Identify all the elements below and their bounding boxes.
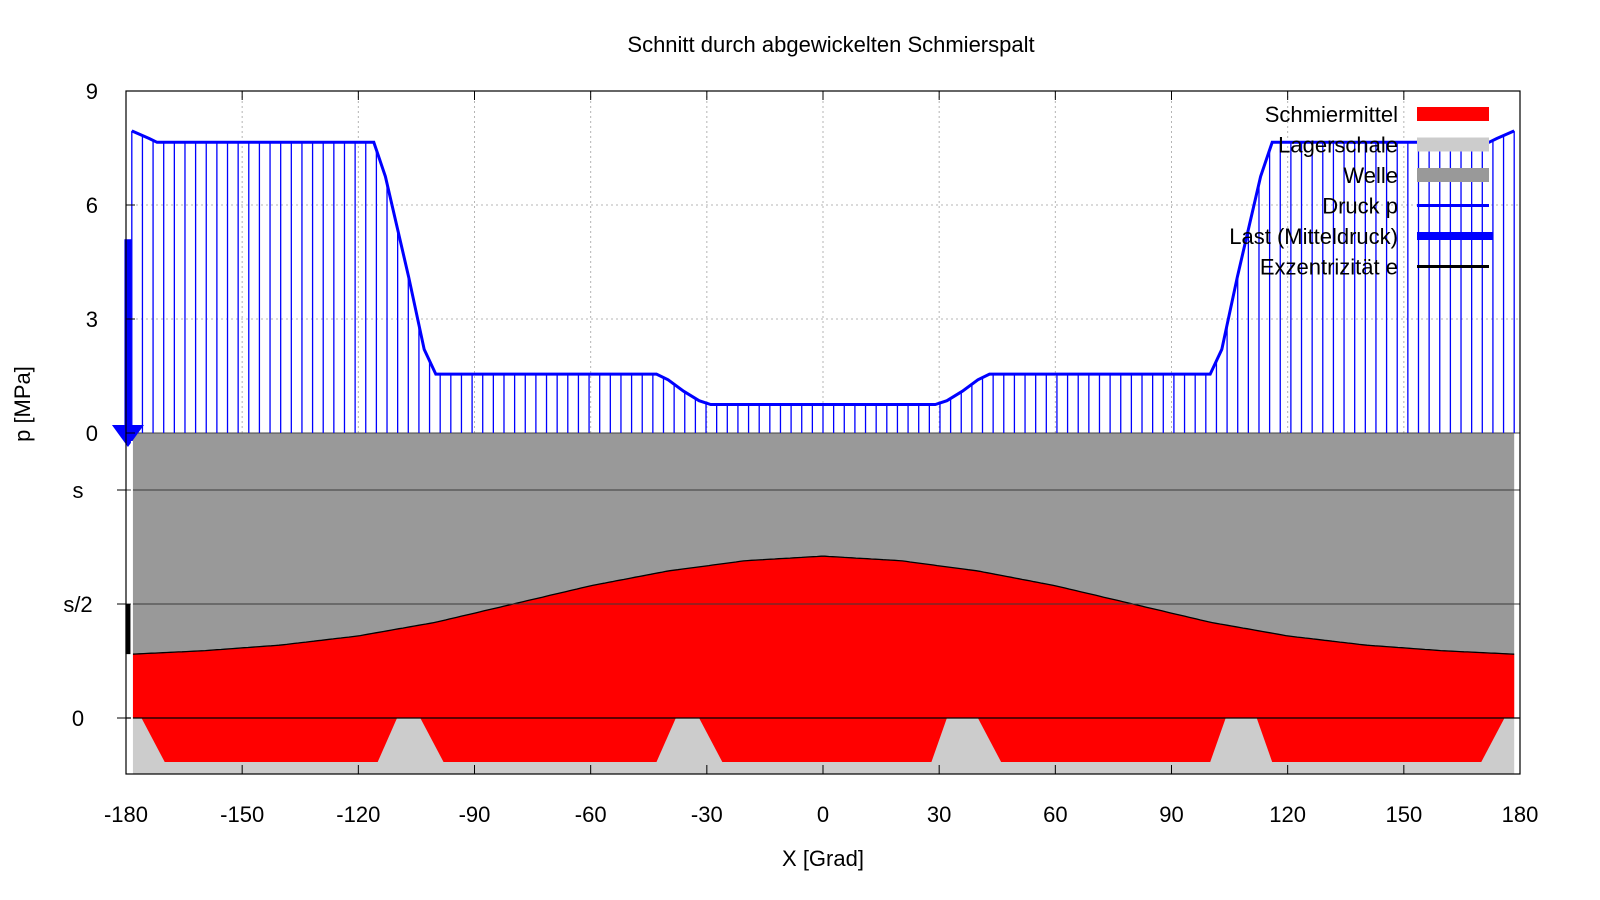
x-tick-label: -60 (575, 802, 607, 827)
x-tick-label: -120 (336, 802, 380, 827)
lubricant-pocket (977, 718, 1226, 762)
lubricant-pocket (141, 718, 398, 762)
legend-label: Schmiermittel (1265, 102, 1398, 127)
x-tick-label: -90 (459, 802, 491, 827)
x-tick-label: 30 (927, 802, 951, 827)
gap-tick-label: s (73, 478, 84, 503)
x-tick-label: -180 (104, 802, 148, 827)
x-tick-label: 90 (1159, 802, 1183, 827)
gap-tick-label: 0 (72, 706, 84, 731)
y-tick-label: 0 (86, 421, 98, 446)
legend-swatch (1417, 168, 1489, 182)
pressure-curve (131, 129, 1515, 406)
chart-title: Schnitt durch abgewickelten Schmierspalt (627, 32, 1034, 57)
x-tick-label: 180 (1502, 802, 1539, 827)
film-thickness-curve (131, 555, 1515, 655)
x-tick-label: -30 (691, 802, 723, 827)
y-tick-label: 9 (86, 79, 98, 104)
lubricant-pocket (420, 718, 676, 762)
gap-section (126, 432, 1520, 774)
legend: Schmiermittel Lagerschale Welle Druck p Last… (1229, 102, 1493, 280)
legend-label: Lagerschale (1278, 133, 1398, 158)
x-tick-label: -150 (220, 802, 264, 827)
y-tick-label: 6 (86, 193, 98, 218)
lubricant-pocket (1256, 718, 1505, 762)
x-tick-label: 150 (1385, 802, 1422, 827)
x-axis-label: X [Grad] (782, 846, 864, 871)
lubricant-pocket (699, 718, 947, 762)
pressure-plot (111, 129, 1515, 774)
x-tick-label: 0 (817, 802, 829, 827)
load-arrow-head (111, 425, 144, 447)
x-tick-label: 120 (1269, 802, 1306, 827)
x-tick-label: 60 (1043, 802, 1067, 827)
legend-label: Last (Mitteldruck) (1229, 224, 1398, 249)
y-axis-label: p [MPa] (10, 366, 35, 442)
legend-label: Druck p (1322, 194, 1398, 219)
legend-swatch (1417, 137, 1489, 152)
axes: -180 -150 -120 -90 -60 -30 0 30 60 90 120 150 180036… (63, 79, 1538, 827)
legend-swatch (1417, 107, 1489, 121)
legend-label: Exzentrizität e (1260, 255, 1398, 280)
legend-label: Welle (1343, 163, 1398, 188)
y-tick-label: 3 (86, 307, 98, 332)
lubricant-film (131, 556, 1515, 718)
gap-tick-label: s/2 (63, 592, 92, 617)
